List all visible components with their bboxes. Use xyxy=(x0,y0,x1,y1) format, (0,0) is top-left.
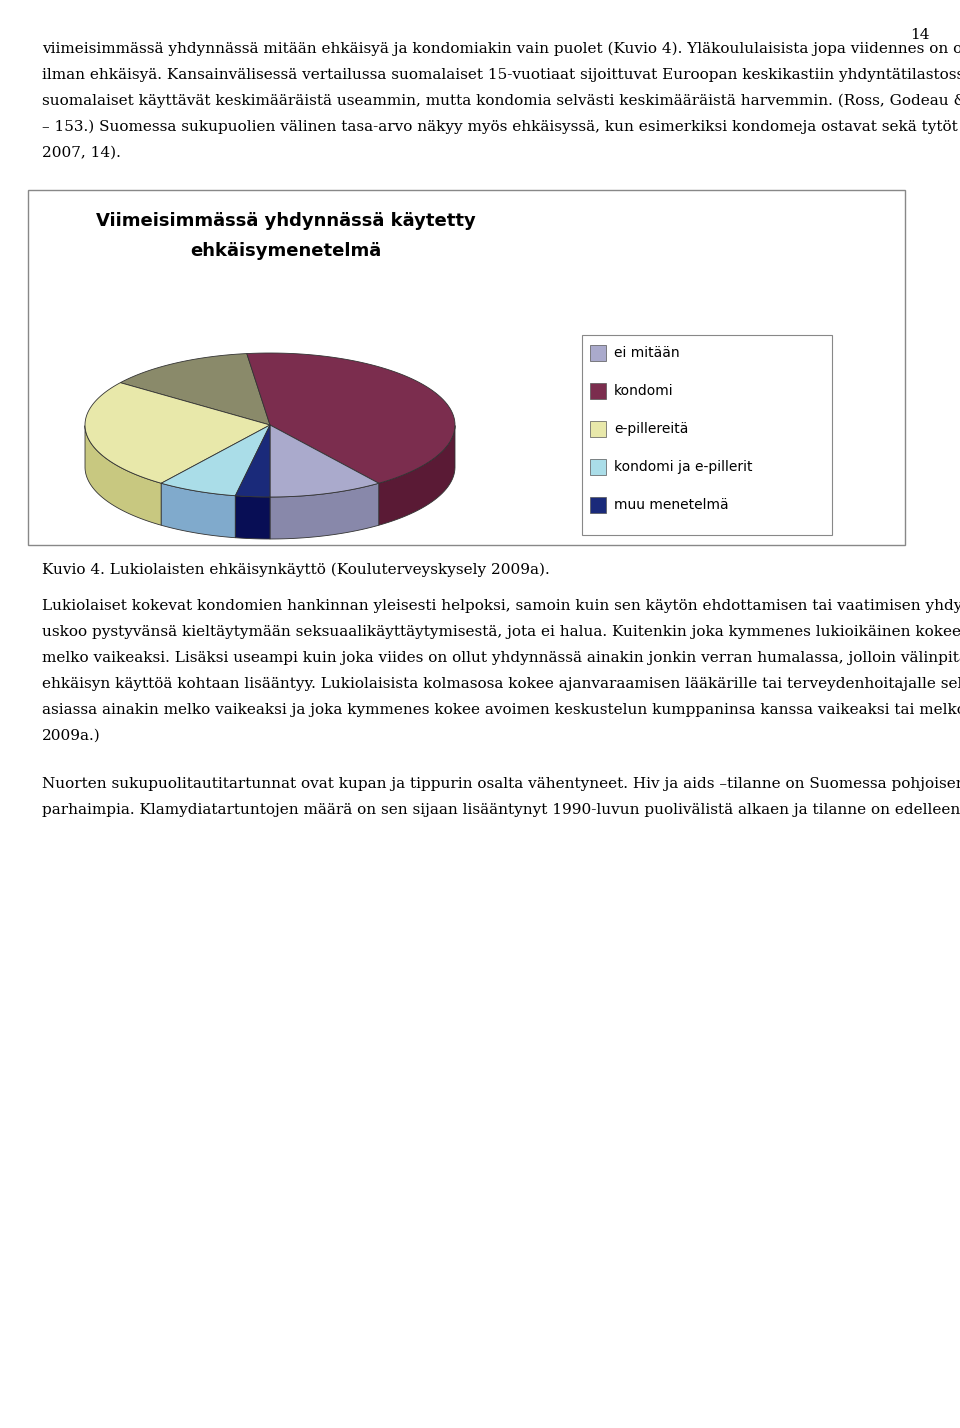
Polygon shape xyxy=(120,354,270,426)
Text: Nuorten sukupuolitautitartunnat ovat kupan ja tippurin osalta vähentyneet. Hiv j: Nuorten sukupuolitautitartunnat ovat kup… xyxy=(42,777,960,791)
Bar xyxy=(590,421,606,437)
Text: suomalaiset käyttävät keskimääräistä useammin, mutta kondomia selvästi keskimäär: suomalaiset käyttävät keskimääräistä use… xyxy=(42,94,960,109)
Polygon shape xyxy=(270,426,379,497)
Bar xyxy=(28,190,905,545)
Polygon shape xyxy=(235,426,270,497)
Bar xyxy=(582,336,832,536)
Text: ei mitään: ei mitään xyxy=(614,346,680,360)
Polygon shape xyxy=(161,426,270,496)
Text: kondomi: kondomi xyxy=(614,384,674,398)
Bar xyxy=(590,346,606,361)
Bar xyxy=(590,383,606,398)
Text: e-pillereitä: e-pillereitä xyxy=(614,423,688,436)
Text: melko vaikeaksi. Lisäksi useampi kuin joka viides on ollut yhdynnässä ainakin jo: melko vaikeaksi. Lisäksi useampi kuin jo… xyxy=(42,651,960,665)
Text: Kuvio 4. Lukiolaisten ehkäisynkäyttö (Kouluterveyskysely 2009a).: Kuvio 4. Lukiolaisten ehkäisynkäyttö (Ko… xyxy=(42,563,550,577)
Text: asiassa ainakin melko vaikeaksi ja joka kymmenes kokee avoimen keskustelun kumpp: asiassa ainakin melko vaikeaksi ja joka … xyxy=(42,703,960,717)
Text: muu menetelmä: muu menetelmä xyxy=(614,498,729,513)
Polygon shape xyxy=(161,483,235,538)
Text: Lukiolaiset kokevat kondomien hankinnan yleisesti helpoksi, samoin kuin sen käyt: Lukiolaiset kokevat kondomien hankinnan … xyxy=(42,598,960,613)
Bar xyxy=(590,458,606,476)
Polygon shape xyxy=(85,383,270,483)
Polygon shape xyxy=(270,483,379,538)
Text: 14: 14 xyxy=(910,29,930,41)
Polygon shape xyxy=(235,496,270,538)
Text: – 153.) Suomessa sukupuolien välinen tasa-arvo näkyy myös ehkäisyssä, kun esimer: – 153.) Suomessa sukupuolien välinen tas… xyxy=(42,120,960,134)
Text: ehkäisyn käyttöä kohtaan lisääntyy. Lukiolaisista kolmasosa kokee ajanvaraamisen: ehkäisyn käyttöä kohtaan lisääntyy. Luki… xyxy=(42,677,960,691)
Polygon shape xyxy=(85,426,161,526)
Text: 2009a.): 2009a.) xyxy=(42,730,101,743)
Text: Viimeisimmässä yhdynnässä käytetty: Viimeisimmässä yhdynnässä käytetty xyxy=(96,211,475,230)
Text: 2007, 14).: 2007, 14). xyxy=(42,146,121,160)
Polygon shape xyxy=(247,353,455,483)
Text: viimeisimmässä yhdynnässä mitään ehkäisyä ja kondomiakin vain puolet (Kuvio 4). : viimeisimmässä yhdynnässä mitään ehkäisy… xyxy=(42,41,960,56)
Text: parhaimpia. Klamydiatartuntojen määrä on sen sijaan lisääntynyt 1990-luvun puoli: parhaimpia. Klamydiatartuntojen määrä on… xyxy=(42,803,960,817)
Text: uskoo pystyvänsä kieltäytymään seksuaalikäyttäytymisestä, jota ei halua. Kuitenk: uskoo pystyvänsä kieltäytymään seksuaali… xyxy=(42,625,960,638)
Polygon shape xyxy=(379,426,455,526)
Text: ilman ehkäisyä. Kansainvälisessä vertailussa suomalaiset 15-vuotiaat sijoittuvat: ilman ehkäisyä. Kansainvälisessä vertail… xyxy=(42,69,960,81)
Text: kondomi ja e-pillerit: kondomi ja e-pillerit xyxy=(614,460,753,474)
Bar xyxy=(590,497,606,513)
Text: ehkäisymenetelmä: ehkäisymenetelmä xyxy=(190,241,381,260)
